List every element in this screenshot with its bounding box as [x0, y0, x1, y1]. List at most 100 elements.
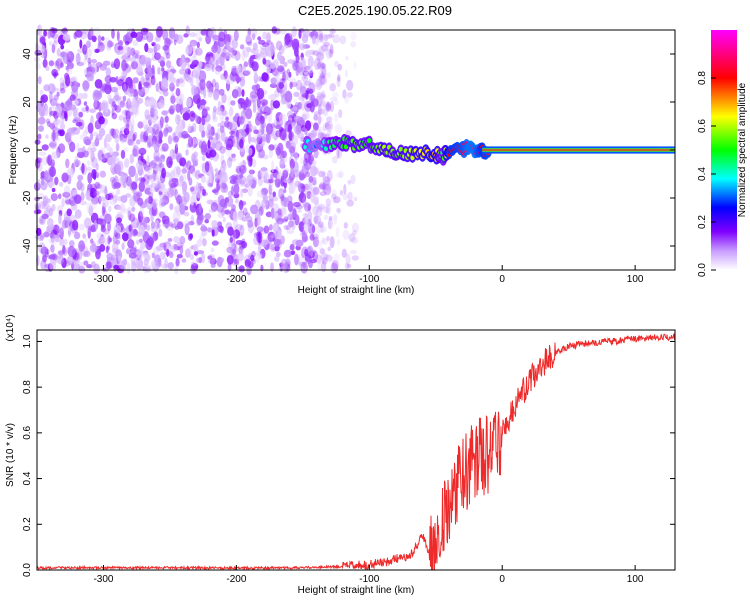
noise-cell	[321, 90, 326, 101]
noise-cell	[322, 104, 329, 117]
noise-cell	[146, 57, 151, 67]
noise-cell	[74, 209, 82, 219]
noise-cell	[181, 130, 189, 139]
noise-cell	[122, 95, 127, 102]
noise-cell	[135, 250, 143, 256]
noise-cell	[82, 150, 89, 158]
noise-cell	[156, 26, 163, 38]
noise-cell	[235, 76, 242, 83]
noise-cell	[167, 238, 173, 242]
noise-cell	[205, 53, 211, 62]
noise-cell	[287, 59, 295, 64]
noise-cell	[275, 124, 282, 130]
noise-cell	[303, 221, 310, 234]
noise-cell	[272, 191, 276, 198]
noise-cell	[77, 174, 84, 181]
noise-cell	[293, 99, 298, 104]
noise-cell	[39, 89, 44, 96]
noise-cell	[250, 27, 258, 38]
noise-cell	[69, 94, 76, 101]
noise-cell	[316, 30, 324, 40]
noise-cell	[110, 128, 115, 137]
noise-cell	[274, 245, 280, 252]
noise-cell	[172, 104, 177, 111]
noise-cell	[115, 231, 121, 240]
noise-cell	[64, 220, 69, 229]
noise-cell	[229, 106, 234, 117]
noise-cell	[353, 61, 357, 70]
noise-cell	[325, 120, 333, 132]
x-tick-label: 100	[627, 274, 644, 285]
noise-cell	[313, 215, 322, 224]
noise-cell	[118, 40, 123, 47]
noise-cell	[251, 158, 257, 168]
noise-cell	[339, 35, 347, 45]
noise-cell	[51, 203, 56, 212]
noise-cell	[73, 259, 77, 264]
noise-cell	[146, 32, 154, 43]
noise-cell	[219, 90, 225, 96]
noise-cell	[188, 32, 197, 38]
noise-cell	[321, 90, 326, 102]
noise-cell	[332, 214, 338, 221]
noise-cell	[90, 59, 98, 64]
noise-cell	[37, 116, 46, 125]
noise-cell	[258, 136, 267, 142]
noise-cell	[131, 206, 136, 212]
noise-cell	[116, 49, 121, 56]
noise-cell	[62, 33, 71, 41]
noise-cell	[311, 225, 316, 234]
noise-cell	[49, 91, 53, 104]
noise-cell	[97, 42, 105, 52]
noise-cell	[270, 207, 275, 219]
noise-cell	[301, 74, 309, 82]
y-tick-label: -20	[22, 190, 33, 205]
noise-cell	[208, 29, 214, 39]
noise-cell	[161, 264, 169, 269]
noise-cell	[246, 174, 253, 187]
noise-cell	[137, 121, 144, 129]
noise-cell	[86, 166, 93, 172]
noise-cell	[215, 106, 224, 116]
noise-cell	[49, 98, 58, 106]
noise-cell	[60, 44, 65, 50]
noise-cell	[59, 129, 65, 137]
noise-cell	[136, 58, 143, 69]
noise-cell	[284, 33, 291, 46]
noise-cell	[105, 245, 109, 254]
noise-cell	[283, 188, 287, 193]
noise-cell	[233, 30, 239, 42]
noise-cell	[90, 187, 97, 199]
noise-cell	[201, 252, 205, 264]
noise-cell	[221, 93, 227, 104]
noise-cell	[207, 255, 213, 260]
noise-cell	[333, 196, 341, 204]
noise-cell	[100, 225, 106, 233]
noise-cell	[42, 254, 47, 263]
noise-cell	[137, 89, 144, 96]
noise-cell	[270, 77, 277, 85]
noise-cell	[73, 99, 79, 106]
noise-cell	[175, 88, 181, 97]
noise-cell	[162, 45, 169, 51]
noise-cell	[61, 112, 65, 124]
snr-series-line	[36, 333, 676, 572]
noise-cell	[78, 119, 85, 130]
noise-cell	[108, 205, 112, 213]
noise-cell	[35, 62, 41, 71]
noise-cell	[113, 104, 118, 111]
noise-cell	[312, 50, 320, 56]
noise-cell	[263, 225, 270, 234]
noise-cell	[248, 147, 253, 156]
noise-cell	[73, 117, 81, 122]
noise-cell	[248, 169, 255, 175]
noise-cell	[316, 240, 324, 245]
noise-cell	[321, 66, 327, 78]
noise-cell	[44, 104, 49, 116]
noise-cell	[319, 225, 328, 233]
noise-cell	[159, 154, 166, 163]
snr-frame	[36, 329, 676, 571]
noise-cell	[191, 59, 200, 67]
noise-cell	[143, 263, 148, 274]
noise-cell	[348, 233, 356, 243]
